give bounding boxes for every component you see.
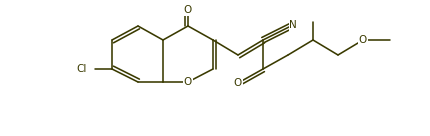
Text: O: O (184, 5, 192, 15)
Text: N: N (289, 20, 296, 30)
Text: O: O (358, 35, 366, 45)
Text: Cl: Cl (77, 64, 87, 74)
Text: O: O (184, 77, 192, 87)
Text: O: O (233, 78, 242, 88)
